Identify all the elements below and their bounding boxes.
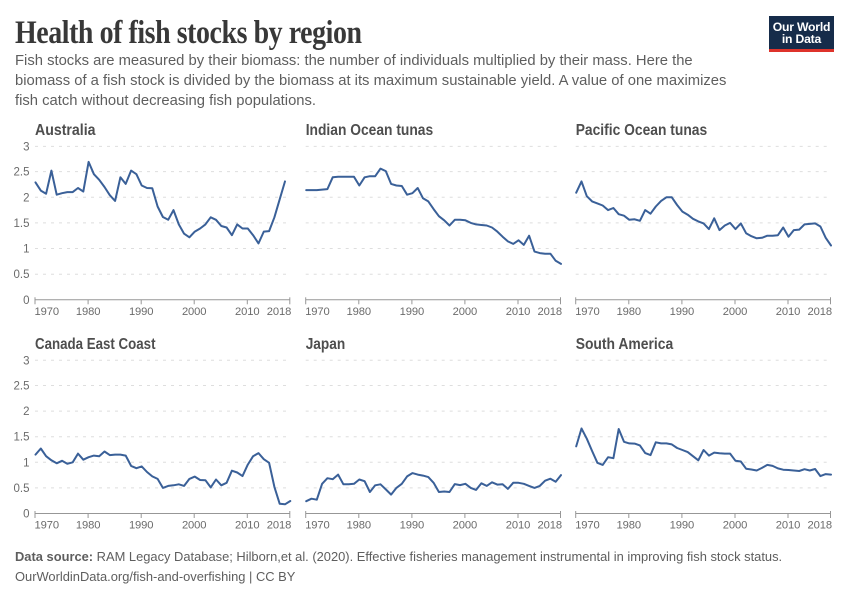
svg-text:1980: 1980 (76, 306, 101, 318)
svg-text:2010: 2010 (776, 306, 801, 318)
svg-text:1: 1 (23, 457, 29, 469)
svg-text:2018: 2018 (267, 306, 292, 318)
svg-text:1.5: 1.5 (14, 218, 30, 230)
svg-text:2010: 2010 (506, 306, 531, 318)
svg-text:2000: 2000 (453, 306, 478, 318)
svg-text:1990: 1990 (129, 306, 154, 318)
svg-text:1.5: 1.5 (14, 432, 30, 444)
svg-text:1980: 1980 (617, 520, 642, 532)
svg-text:Japan: Japan (306, 336, 346, 353)
svg-text:2000: 2000 (182, 306, 207, 318)
svg-text:1980: 1980 (76, 520, 101, 532)
svg-text:3: 3 (23, 355, 29, 367)
svg-text:2000: 2000 (723, 306, 748, 318)
svg-text:2010: 2010 (776, 520, 801, 532)
svg-text:2018: 2018 (808, 520, 833, 532)
svg-text:2000: 2000 (453, 520, 478, 532)
svg-text:Canada East Coast: Canada East Coast (35, 336, 156, 353)
svg-text:Indian Ocean tunas: Indian Ocean tunas (306, 122, 434, 139)
svg-text:0.5: 0.5 (14, 269, 30, 281)
svg-text:1970: 1970 (35, 520, 60, 532)
svg-text:3: 3 (23, 141, 29, 153)
svg-text:1970: 1970 (305, 306, 330, 318)
svg-text:1990: 1990 (129, 520, 154, 532)
svg-text:Pacific Ocean tunas: Pacific Ocean tunas (576, 122, 708, 139)
svg-text:2018: 2018 (808, 306, 833, 318)
svg-text:2: 2 (23, 406, 29, 418)
svg-text:2010: 2010 (235, 306, 260, 318)
svg-text:1990: 1990 (670, 520, 695, 532)
svg-text:1990: 1990 (400, 306, 425, 318)
svg-text:1980: 1980 (617, 306, 642, 318)
svg-text:1970: 1970 (575, 306, 600, 318)
svg-text:0: 0 (23, 509, 29, 521)
svg-text:2000: 2000 (723, 520, 748, 532)
svg-text:2018: 2018 (267, 520, 292, 532)
svg-text:2018: 2018 (538, 306, 563, 318)
svg-text:2.5: 2.5 (14, 167, 30, 179)
svg-text:2.5: 2.5 (14, 381, 30, 393)
svg-text:0: 0 (23, 295, 29, 307)
svg-text:2000: 2000 (182, 520, 207, 532)
svg-text:1: 1 (23, 244, 29, 256)
svg-text:1980: 1980 (347, 306, 372, 318)
svg-text:South America: South America (576, 336, 674, 353)
svg-text:2010: 2010 (235, 520, 260, 532)
svg-text:1970: 1970 (575, 520, 600, 532)
svg-text:1990: 1990 (670, 306, 695, 318)
svg-text:2: 2 (23, 192, 29, 204)
svg-text:1970: 1970 (35, 306, 60, 318)
svg-text:1980: 1980 (347, 520, 372, 532)
svg-text:1990: 1990 (400, 520, 425, 532)
svg-text:0.5: 0.5 (14, 483, 30, 495)
svg-text:Australia: Australia (35, 122, 96, 139)
svg-text:2010: 2010 (506, 520, 531, 532)
svg-text:1970: 1970 (305, 520, 330, 532)
svg-text:2018: 2018 (538, 520, 563, 532)
